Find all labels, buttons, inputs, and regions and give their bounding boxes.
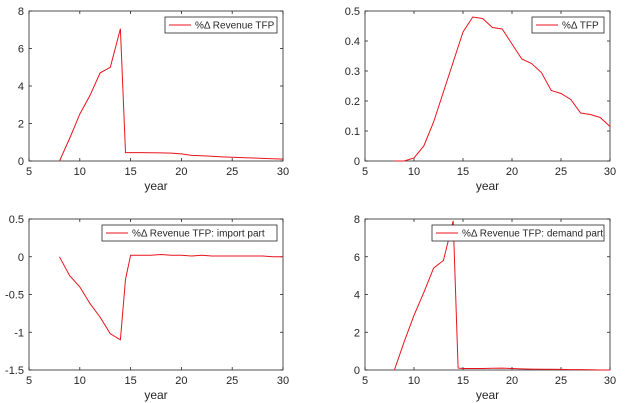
legend-box bbox=[101, 224, 278, 242]
x-tick-label: 20 bbox=[175, 375, 187, 387]
x-tick-label: 5 bbox=[362, 166, 368, 178]
x-tick-label: 10 bbox=[408, 166, 420, 178]
x-tick-label: 10 bbox=[74, 375, 86, 387]
axis-frame bbox=[364, 10, 611, 162]
y-tick-label: 0.5 bbox=[9, 214, 24, 226]
x-axis-label: year bbox=[144, 179, 167, 193]
y-tick-label: -1.5 bbox=[5, 365, 24, 377]
y-tick-label: -0.5 bbox=[5, 290, 24, 302]
x-tick-label: 15 bbox=[457, 166, 469, 178]
chart-panel-bottom-right: 5 10 15 20 25 30 0 2 4 6 8 year %Δ Revenue TFP: dema… bbox=[354, 214, 616, 402]
chart-panel-top-right: 5 10 15 20 25 30 0 0.1 0.2 0.3 0.4 0.5 year %Δ TFP bbox=[345, 6, 616, 193]
x-tick-label: 25 bbox=[555, 166, 567, 178]
x-tick-label: 5 bbox=[362, 375, 368, 387]
x-axis-label: year bbox=[476, 179, 499, 193]
x-tick-label: 20 bbox=[175, 166, 187, 178]
y-tick-label: 0.4 bbox=[345, 36, 360, 48]
chart-panel-bottom-left: 5 10 15 20 25 30 -1.5 -1 -0.5 0 0.5 year %Δ Revenue … bbox=[5, 214, 289, 402]
x-axis-label: year bbox=[144, 388, 167, 402]
y-tick-label: 8 bbox=[354, 214, 360, 226]
x-tick-label: 30 bbox=[604, 375, 616, 387]
legend-box bbox=[431, 224, 605, 242]
y-tick-label: 0.5 bbox=[345, 6, 360, 18]
y-tick-label: 6 bbox=[354, 252, 360, 264]
y-tick-label: 0.3 bbox=[345, 66, 360, 78]
y-tick-label: 0 bbox=[18, 156, 24, 168]
x-tick-label: 5 bbox=[26, 166, 32, 178]
x-tick-label: 10 bbox=[408, 375, 420, 387]
y-tick-label: 0 bbox=[354, 156, 360, 168]
x-tick-label: 10 bbox=[74, 166, 86, 178]
x-tick-label: 20 bbox=[506, 166, 518, 178]
x-tick-label: 30 bbox=[277, 166, 289, 178]
legend-box bbox=[531, 16, 605, 34]
y-tick-label: 4 bbox=[18, 81, 24, 93]
y-tick-label: 6 bbox=[18, 44, 24, 56]
x-tick-label: 5 bbox=[26, 375, 32, 387]
x-tick-label: 30 bbox=[604, 166, 616, 178]
legend-entry: %Δ Revenue TFP: demand part bbox=[462, 229, 603, 240]
y-tick-label: 8 bbox=[18, 6, 24, 18]
x-tick-label: 15 bbox=[124, 166, 136, 178]
x-tick-label: 25 bbox=[226, 166, 238, 178]
series-line bbox=[393, 220, 610, 371]
y-tick-label: 4 bbox=[354, 290, 360, 302]
series-line bbox=[59, 28, 284, 162]
x-tick-label: 15 bbox=[124, 375, 136, 387]
legend-entry: %Δ Revenue TFP bbox=[195, 21, 275, 32]
x-tick-label: 25 bbox=[555, 375, 567, 387]
series-line bbox=[394, 16, 611, 162]
axis-frame bbox=[28, 218, 284, 371]
legend-entry: %Δ TFP bbox=[562, 21, 599, 32]
y-tick-label: 0 bbox=[354, 365, 360, 377]
y-tick-label: -1 bbox=[14, 327, 24, 339]
x-tick-label: 20 bbox=[506, 375, 518, 387]
y-tick-label: 0.1 bbox=[345, 126, 360, 138]
axis-frame bbox=[28, 10, 284, 162]
legend-box bbox=[164, 16, 278, 34]
y-tick-label: 2 bbox=[354, 327, 360, 339]
x-tick-label: 15 bbox=[457, 375, 469, 387]
y-tick-label: 2 bbox=[18, 119, 24, 131]
legend-entry: %Δ Revenue TFP: import part bbox=[132, 229, 265, 240]
x-tick-label: 30 bbox=[277, 375, 289, 387]
series-line bbox=[59, 253, 283, 341]
y-tick-label: 0.2 bbox=[345, 96, 360, 108]
chart-panel-top-left: 5 10 15 20 25 30 0 2 4 6 8 year %Δ Revenue TFP bbox=[18, 6, 289, 193]
y-tick-label: 0 bbox=[18, 252, 24, 264]
x-axis-label: year bbox=[476, 388, 499, 402]
x-tick-label: 25 bbox=[226, 375, 238, 387]
